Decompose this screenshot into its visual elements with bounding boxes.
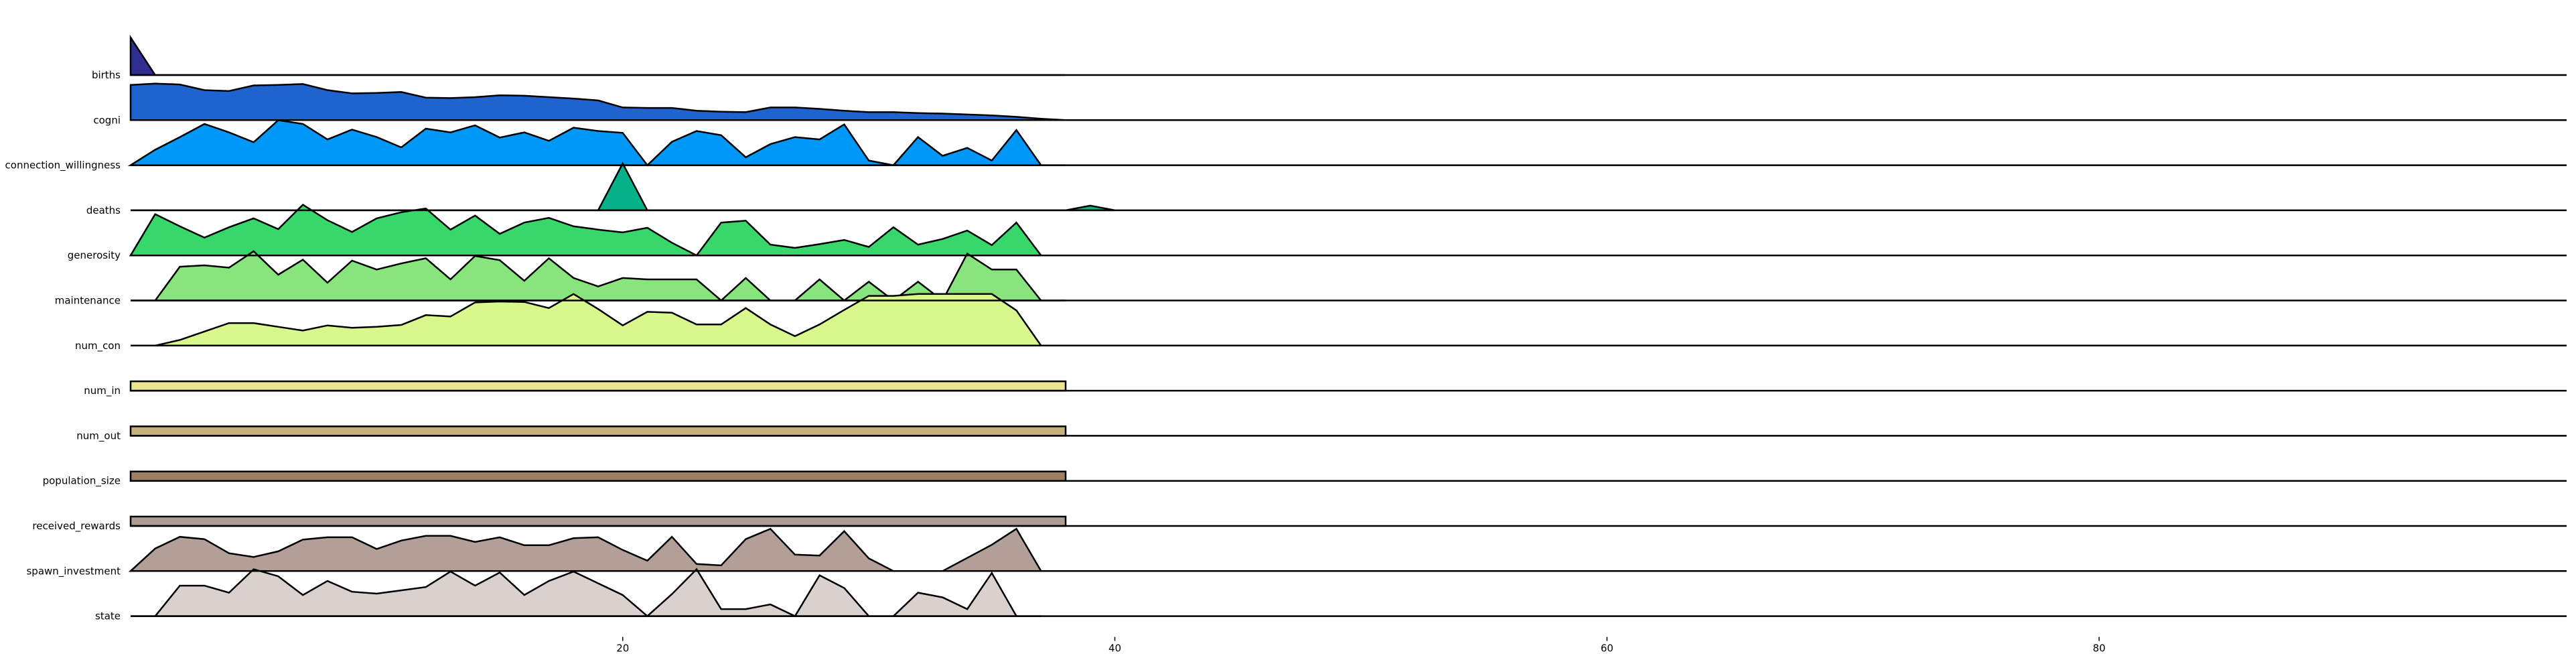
row-label-received_rewards: received_rewards [32,520,121,533]
ridge-num_out [129,425,1067,437]
ridge-births [129,34,1066,76]
row-label-generosity: generosity [68,249,121,261]
ridges-layer [127,34,1115,618]
x-axis: 20 40 60 80 [616,636,2106,655]
row-label-num_con: num_con [75,340,121,352]
row-label-spawn_investment: spawn_investment [26,565,121,578]
row-label-population_size: population_size [43,475,121,488]
ridge-state [131,567,1042,618]
ridge-maintenance [131,250,1066,302]
ridge-received_rewards [129,515,1067,527]
row-label-maintenance: maintenance [55,295,121,307]
row-label-cogni: cogni [93,114,121,126]
ridge-cogni [129,82,1066,121]
ridge-num_in [129,380,1067,392]
row-label-deaths: deaths [86,204,121,216]
x-tick-label-40: 40 [1108,643,1121,655]
ridge-num_con [131,293,1066,347]
row-label-num_in: num_in [84,385,121,397]
ridge-population_size [129,470,1067,482]
x-tick-label-80: 80 [2092,643,2105,655]
ridge-spawn_investment [128,527,1066,572]
row-label-num_out: num_out [76,429,121,442]
x-tick-label-60: 60 [1601,643,1614,655]
row-label-state: state [95,610,121,622]
x-tick-label-20: 20 [616,643,629,655]
row-label-births: births [92,69,121,81]
row-label-connection_willingness: connection_willingness [5,159,121,172]
ridge-generosity [129,204,1066,257]
ridge-deaths [131,161,1115,212]
ridge-connection_willingness [127,119,1066,167]
baselines-layer [131,74,2567,617]
